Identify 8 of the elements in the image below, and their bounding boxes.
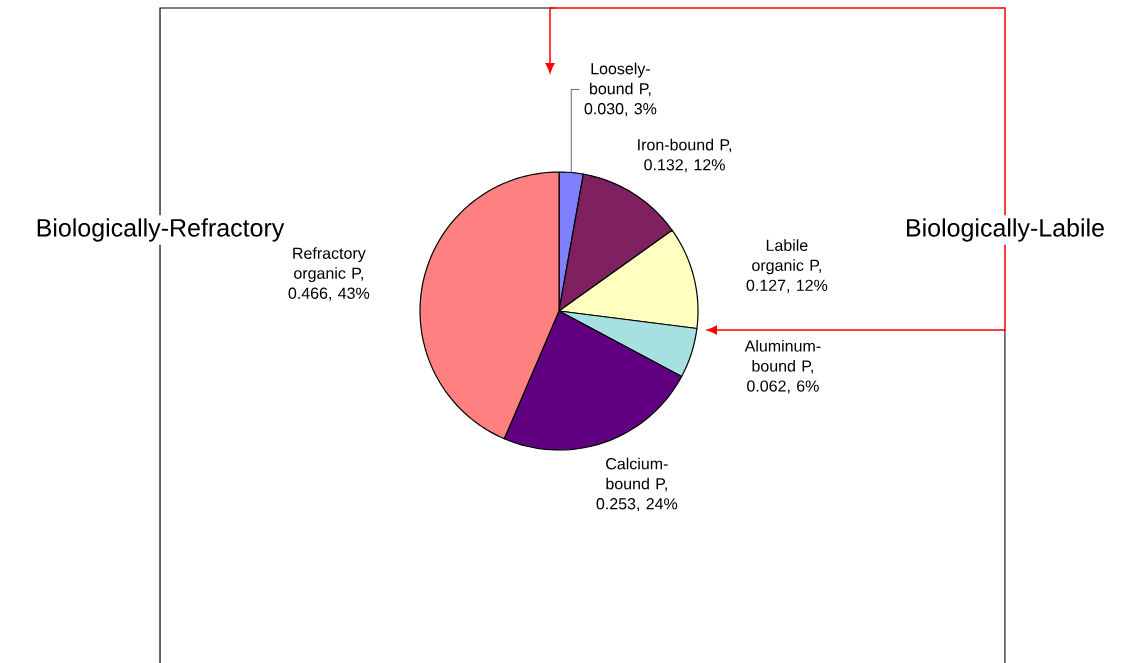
text: Biologically-Refractory bbox=[37, 218, 285, 242]
data-label: Refractory organic P, 0.466, 43% bbox=[288, 247, 370, 301]
data-label: Aluminum-bound P, 0.062, 6% bbox=[744, 339, 821, 394]
text: Biologically-Labile bbox=[907, 218, 1104, 242]
data-label: Calcium-bound P, 0.253, 24% bbox=[596, 457, 678, 512]
data-label: Labile organic P, 0.127, 12% bbox=[746, 239, 828, 293]
data-label: Iron-bound P, 0.132, 12% bbox=[638, 138, 732, 173]
data-label: Loosely-bound P, 0.030, 3% bbox=[584, 62, 657, 117]
